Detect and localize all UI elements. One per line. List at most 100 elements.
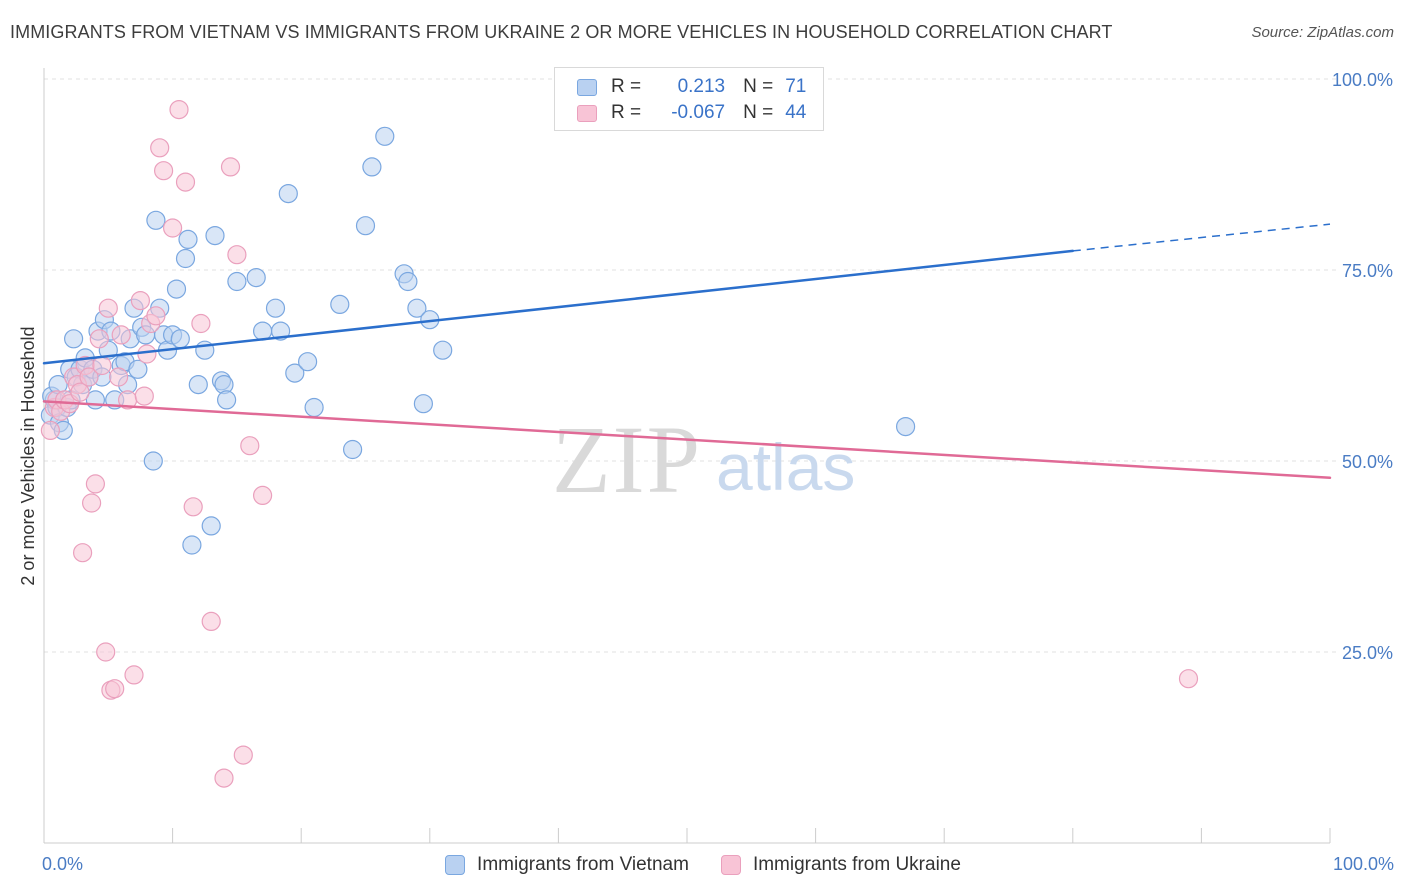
point-vietnam-48 xyxy=(246,268,266,288)
point-vietnam-59 xyxy=(362,157,382,177)
point-ukraine-30 xyxy=(163,218,183,238)
point-vietnam-35 xyxy=(166,279,187,299)
series-legend-label-vietnam: Immigrants from Vietnam xyxy=(477,854,689,875)
point-ukraine-14 xyxy=(92,355,112,376)
point-vietnam-52 xyxy=(278,184,298,204)
point-ukraine-11 xyxy=(81,493,102,513)
x-tick-labels: 0.0% 100.0% xyxy=(42,854,1394,874)
series-legend-item-vietnam: Immigrants from Vietnam xyxy=(445,854,689,876)
y-tick-label-75: 75.0% xyxy=(1342,261,1393,281)
point-vietnam-36 xyxy=(170,329,190,349)
point-ukraine-18 xyxy=(105,679,125,699)
point-vietnam-60 xyxy=(375,126,395,146)
point-vietnam-30 xyxy=(146,210,166,230)
series-legend-item-ukraine: Immigrants from Ukraine xyxy=(720,854,961,876)
point-vietnam-58 xyxy=(355,216,376,236)
legend-row-vietnam: R = 0.213 N = 71 xyxy=(577,74,806,100)
point-ukraine-0 xyxy=(40,420,61,440)
point-vietnam-38 xyxy=(178,229,198,249)
point-vietnam-46 xyxy=(217,390,237,410)
point-ukraine-32 xyxy=(175,172,196,192)
point-ukraine-31 xyxy=(169,99,189,120)
legend-swatch-ukraine xyxy=(577,104,597,122)
trend-line-vietnam xyxy=(42,249,1075,365)
point-ukraine-29 xyxy=(154,161,174,181)
legend-n-label: N = xyxy=(743,102,774,123)
point-vietnam-67 xyxy=(895,417,916,437)
x-tick-label-max: 100.0% xyxy=(1333,854,1394,874)
legend-r-value-vietnam: 0.213 xyxy=(677,76,726,97)
point-vietnam-54 xyxy=(298,352,318,372)
point-vietnam-57 xyxy=(343,439,363,460)
point-vietnam-39 xyxy=(182,535,202,555)
point-ukraine-19 xyxy=(108,367,129,387)
point-ukraine-25 xyxy=(137,344,157,364)
point-ukraine-20 xyxy=(111,325,131,345)
watermark-zip: ZIP xyxy=(552,406,702,513)
point-vietnam-53 xyxy=(285,363,305,383)
point-ukraine-39 xyxy=(233,745,253,765)
point-vietnam-7 xyxy=(63,329,84,349)
correlation-legend: R = 0.213 N = 71 R = -0.067 N = 44 xyxy=(554,67,824,131)
trend-line-vietnam-extension xyxy=(1072,223,1331,252)
point-ukraine-41 xyxy=(253,485,273,505)
x-tick-label-min: 0.0% xyxy=(42,854,83,874)
legend-r-label: R = xyxy=(611,76,642,97)
point-ukraine-34 xyxy=(191,313,211,334)
point-vietnam-56 xyxy=(330,294,350,314)
point-ukraine-37 xyxy=(220,157,241,177)
legend-row-ukraine: R = -0.067 N = 44 xyxy=(577,100,806,126)
point-vietnam-62 xyxy=(398,271,418,292)
series-legend-swatch-ukraine xyxy=(720,855,741,875)
series-legend: Immigrants from Vietnam Immigrants from … xyxy=(0,852,1406,878)
point-ukraine-8 xyxy=(72,543,93,563)
series-legend-swatch-vietnam xyxy=(445,855,466,875)
point-ukraine-24 xyxy=(134,386,154,406)
point-vietnam-63 xyxy=(407,298,427,318)
axes xyxy=(43,68,1331,844)
point-vietnam-50 xyxy=(265,298,286,318)
point-vietnam-64 xyxy=(413,394,433,414)
legend-r-value-ukraine: -0.067 xyxy=(671,102,726,123)
chart-source: Source: ZipAtlas.com xyxy=(1251,24,1394,41)
point-vietnam-55 xyxy=(304,397,324,418)
y-axis-title: 2 or more Vehicles in Household xyxy=(18,326,38,585)
chart-title: IMMIGRANTS FROM VIETNAM VS IMMIGRANTS FR… xyxy=(10,22,1113,42)
point-ukraine-27 xyxy=(146,306,166,326)
trend-line-ukraine xyxy=(42,400,1332,480)
legend-n-value-ukraine: 44 xyxy=(785,102,807,123)
point-vietnam-29 xyxy=(143,451,163,471)
legend-r-label: R = xyxy=(611,102,642,123)
point-ukraine-40 xyxy=(240,436,260,456)
point-ukraine-23 xyxy=(130,291,150,311)
point-ukraine-35 xyxy=(201,611,221,632)
point-ukraine-38 xyxy=(227,245,247,265)
y-tick-label-25: 25.0% xyxy=(1342,643,1393,663)
point-ukraine-12 xyxy=(85,474,106,494)
point-ukraine-16 xyxy=(98,298,118,318)
legend-n-label: N = xyxy=(743,76,774,97)
point-vietnam-51 xyxy=(271,321,291,341)
y-tick-label-100: 100.0% xyxy=(1332,70,1393,90)
y-tick-label-50: 50.0% xyxy=(1342,452,1393,472)
point-ukraine-43 xyxy=(70,382,90,402)
point-vietnam-43 xyxy=(205,226,225,246)
point-vietnam-37 xyxy=(175,248,196,269)
point-vietnam-47 xyxy=(227,271,247,292)
point-ukraine-15 xyxy=(96,642,116,662)
point-vietnam-66 xyxy=(433,340,453,360)
watermark-atlas: atlas xyxy=(716,430,855,504)
point-vietnam-42 xyxy=(201,516,221,536)
point-vietnam-26 xyxy=(128,359,148,379)
legend-swatch-vietnam xyxy=(577,78,597,96)
point-ukraine-13 xyxy=(89,329,109,349)
y-tick-labels: 100.0% 75.0% 50.0% 25.0% xyxy=(1332,70,1393,663)
series-legend-label-ukraine: Immigrants from Ukraine xyxy=(752,854,961,875)
point-ukraine-36 xyxy=(214,768,234,788)
point-ukraine-33 xyxy=(183,497,203,517)
point-ukraine-22 xyxy=(124,665,144,685)
trend-lines xyxy=(42,223,1332,480)
point-vietnam-40 xyxy=(188,375,208,395)
legend-n-value-vietnam: 71 xyxy=(785,76,807,97)
